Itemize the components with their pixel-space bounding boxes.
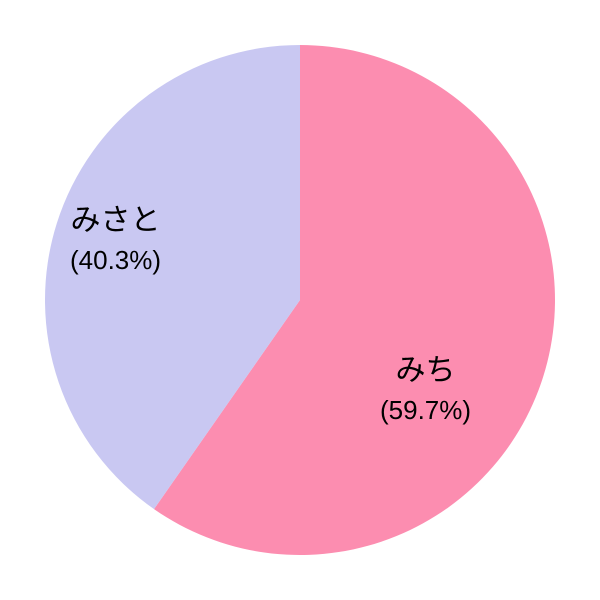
pie-label-name: みさと [70,200,161,242]
pie-label-percent: (59.7%) [380,392,471,428]
pie-label-percent: (40.3%) [70,242,161,278]
pie-label-name: みち [380,350,471,392]
pie-chart: みち(59.7%) みさと(40.3%) [0,0,600,600]
pie-label-1: みさと(40.3%) [70,200,161,278]
pie-svg [45,45,555,555]
pie-label-0: みち(59.7%) [380,350,471,428]
